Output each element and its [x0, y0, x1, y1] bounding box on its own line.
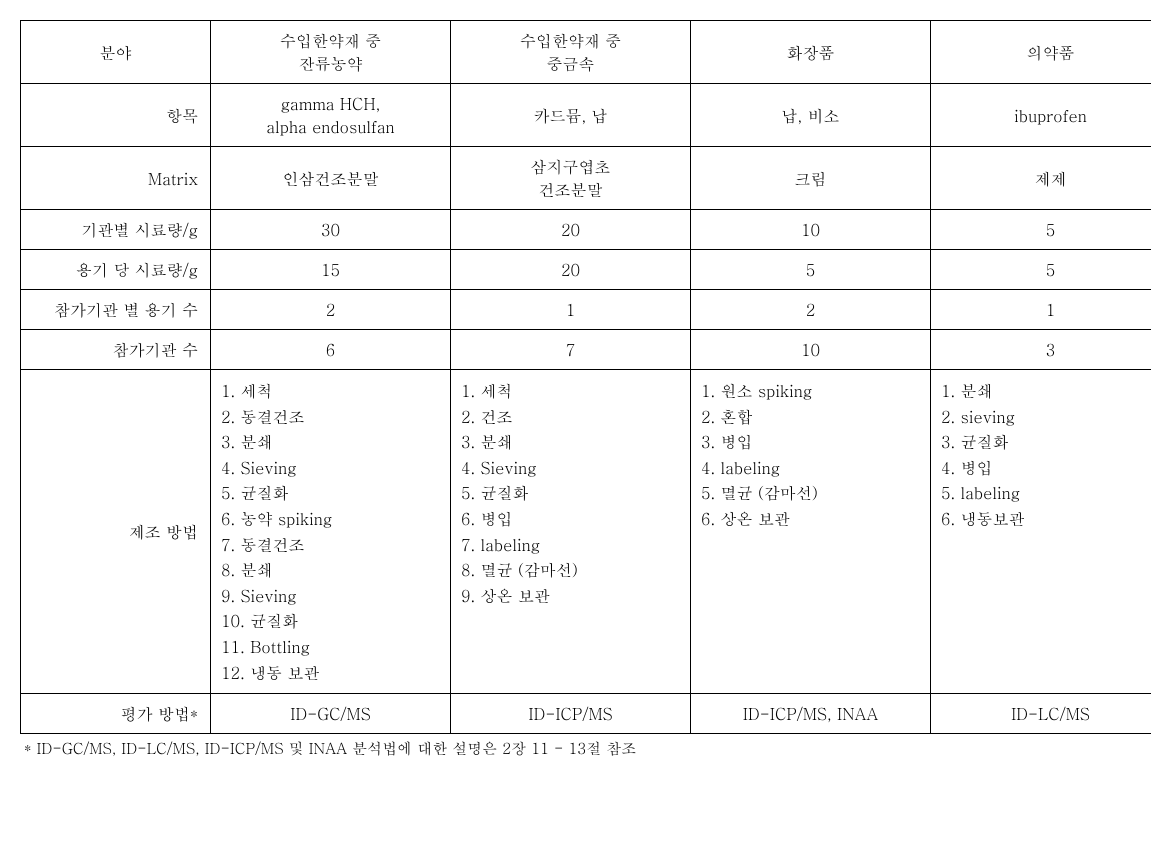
cell-eval-col2: ID-ICP/MS: [451, 694, 691, 734]
label-matrix: Matrix: [21, 147, 211, 210]
list-item: 1. 원소 spiking: [701, 378, 924, 404]
row-evaluation: 평가 방법* ID-GC/MS ID-ICP/MS ID-ICP/MS, INA…: [21, 694, 1151, 734]
cell-sbo-col3: 10: [691, 210, 931, 250]
label-evaluation: 평가 방법*: [21, 694, 211, 734]
list-item: 4. Sieving: [221, 455, 444, 481]
list-item: 1. 세척: [461, 378, 684, 404]
method-list-col4: 1. 분쇄2. sieving3. 균질화4. 병입5. labeling6. …: [941, 378, 1151, 532]
row-item: 항목 gamma HCH, alpha endosulfan 카드뮴, 납 납,…: [21, 84, 1151, 147]
cell-cpo-col2: 1: [451, 290, 691, 330]
header-col3: 화장품: [691, 21, 931, 84]
label-item: 항목: [21, 84, 211, 147]
cell-spc-col4: 5: [931, 250, 1151, 290]
list-item: 12. 냉동 보관: [221, 660, 444, 686]
list-item: 6. 병입: [461, 506, 684, 532]
list-item: 8. 멸균 (감마선): [461, 557, 684, 583]
cell-no-col2: 7: [451, 330, 691, 370]
cell-eval-col3: ID-ICP/MS, INAA: [691, 694, 931, 734]
header-col4: 의약품: [931, 21, 1151, 84]
data-table: 분야 수입한약재 중 잔류농약 수입한약재 중 중금속 화장품 의약품 항목 g…: [20, 20, 1151, 734]
cell-sbo-col1: 30: [211, 210, 451, 250]
cell-no-col4: 3: [931, 330, 1151, 370]
cell-item-col1: gamma HCH, alpha endosulfan: [211, 84, 451, 147]
list-item: 4. labeling: [701, 455, 924, 481]
list-item: 6. 농약 spiking: [221, 506, 444, 532]
cell-item-col3: 납, 비소: [691, 84, 931, 147]
list-item: 3. 균질화: [941, 429, 1151, 455]
list-item: 4. Sieving: [461, 455, 684, 481]
list-item: 7. 동결건조: [221, 532, 444, 558]
list-item: 5. labeling: [941, 480, 1151, 506]
header-col1: 수입한약재 중 잔류농약: [211, 21, 451, 84]
label-method: 제조 방법: [21, 370, 211, 694]
list-item: 2. 동결건조: [221, 404, 444, 430]
cell-item-col4: ibuprofen: [931, 84, 1151, 147]
list-item: 5. 균질화: [461, 480, 684, 506]
list-item: 4. 병입: [941, 455, 1151, 481]
header-col2: 수입한약재 중 중금속: [451, 21, 691, 84]
cell-method-col1: 1. 세척2. 동결건조3. 분쇄4. Sieving5. 균질화6. 농약 s…: [211, 370, 451, 694]
list-item: 5. 균질화: [221, 480, 444, 506]
list-item: 3. 병입: [701, 429, 924, 455]
label-sample-per-container: 용기 당 시료량/g: [21, 250, 211, 290]
cell-sbo-col4: 5: [931, 210, 1151, 250]
list-item: 7. labeling: [461, 532, 684, 558]
list-item: 2. 건조: [461, 404, 684, 430]
list-item: 9. Sieving: [221, 583, 444, 609]
cell-matrix-col4: 제제: [931, 147, 1151, 210]
cell-no-col1: 6: [211, 330, 451, 370]
method-list-col2: 1. 세척2. 건조3. 분쇄4. Sieving5. 균질화6. 병입7. l…: [461, 378, 684, 608]
list-item: 9. 상온 보관: [461, 583, 684, 609]
cell-method-col3: 1. 원소 spiking2. 혼합3. 병입4. labeling5. 멸균 …: [691, 370, 931, 694]
cell-no-col3: 10: [691, 330, 931, 370]
cell-matrix-col2: 삼지구엽초 건조분말: [451, 147, 691, 210]
row-method: 제조 방법 1. 세척2. 동결건조3. 분쇄4. Sieving5. 균질화6…: [21, 370, 1151, 694]
row-num-orgs: 참가기관 수 6 7 10 3: [21, 330, 1151, 370]
list-item: 6. 냉동보관: [941, 506, 1151, 532]
cell-cpo-col1: 2: [211, 290, 451, 330]
list-item: 2. sieving: [941, 404, 1151, 430]
header-category: 분야: [21, 21, 211, 84]
cell-eval-col1: ID-GC/MS: [211, 694, 451, 734]
cell-sbo-col2: 20: [451, 210, 691, 250]
list-item: 6. 상온 보관: [701, 506, 924, 532]
list-item: 5. 멸균 (감마선): [701, 480, 924, 506]
label-sample-by-org: 기관별 시료량/g: [21, 210, 211, 250]
cell-matrix-col1: 인삼건조분말: [211, 147, 451, 210]
list-item: 8. 분쇄: [221, 557, 444, 583]
cell-spc-col3: 5: [691, 250, 931, 290]
method-list-col1: 1. 세척2. 동결건조3. 분쇄4. Sieving5. 균질화6. 농약 s…: [221, 378, 444, 685]
footnote: * ID-GC/MS, ID-LC/MS, ID-ICP/MS 및 INAA 분…: [20, 738, 1131, 759]
list-item: 2. 혼합: [701, 404, 924, 430]
cell-spc-col1: 15: [211, 250, 451, 290]
list-item: 1. 분쇄: [941, 378, 1151, 404]
cell-cpo-col4: 1: [931, 290, 1151, 330]
list-item: 3. 분쇄: [221, 429, 444, 455]
cell-method-col4: 1. 분쇄2. sieving3. 균질화4. 병입5. labeling6. …: [931, 370, 1151, 694]
cell-method-col2: 1. 세척2. 건조3. 분쇄4. Sieving5. 균질화6. 병입7. l…: [451, 370, 691, 694]
row-containers-per-org: 참가기관 별 용기 수 2 1 2 1: [21, 290, 1151, 330]
cell-cpo-col3: 2: [691, 290, 931, 330]
method-list-col3: 1. 원소 spiking2. 혼합3. 병입4. labeling5. 멸균 …: [701, 378, 924, 532]
table-header-row: 분야 수입한약재 중 잔류농약 수입한약재 중 중금속 화장품 의약품: [21, 21, 1151, 84]
cell-spc-col2: 20: [451, 250, 691, 290]
cell-eval-col4: ID-LC/MS: [931, 694, 1151, 734]
list-item: 3. 분쇄: [461, 429, 684, 455]
list-item: 1. 세척: [221, 378, 444, 404]
row-sample-by-org: 기관별 시료량/g 30 20 10 5: [21, 210, 1151, 250]
cell-item-col2: 카드뮴, 납: [451, 84, 691, 147]
row-sample-per-container: 용기 당 시료량/g 15 20 5 5: [21, 250, 1151, 290]
list-item: 10. 균질화: [221, 608, 444, 634]
list-item: 11. Bottling: [221, 634, 444, 660]
label-num-orgs: 참가기관 수: [21, 330, 211, 370]
row-matrix: Matrix 인삼건조분말 삼지구엽초 건조분말 크림 제제: [21, 147, 1151, 210]
label-containers-per-org: 참가기관 별 용기 수: [21, 290, 211, 330]
cell-matrix-col3: 크림: [691, 147, 931, 210]
